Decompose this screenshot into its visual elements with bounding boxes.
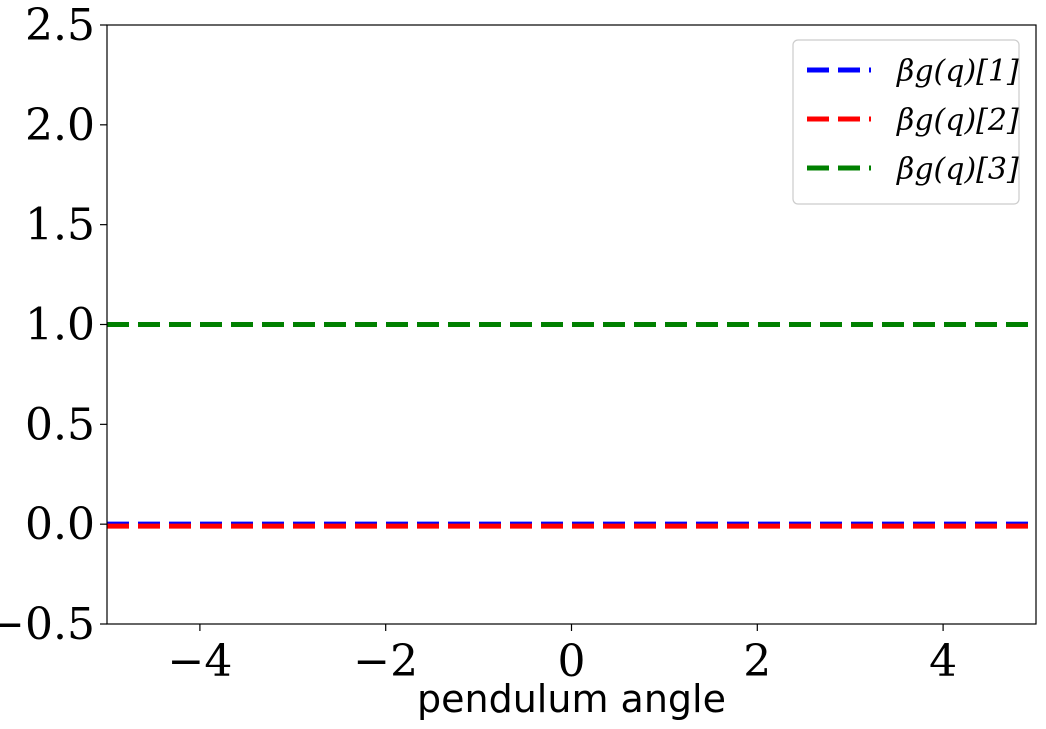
x-axis-ticks: −4 −2 0 2 4	[167, 624, 957, 687]
legend-box	[792, 39, 1020, 205]
y-axis-ticks: −0.5 0.0 0.5 1.0 1.5 2.0 2.5	[0, 0, 107, 650]
y-tick-label: 0.5	[25, 399, 95, 450]
y-tick-label: −0.5	[0, 599, 95, 650]
x-tick-label: −4	[167, 636, 232, 687]
x-tick-label: 0	[558, 636, 586, 687]
x-axis-label: pendulum angle	[417, 677, 726, 721]
legend: βg(q)[1] βg(q)[2] βg(q)[3]	[792, 39, 1020, 205]
y-tick-label: 1.0	[25, 300, 95, 351]
x-tick-label: 4	[929, 636, 957, 687]
legend-label: βg(q)[2]	[896, 103, 1019, 138]
x-tick-label: −2	[353, 636, 418, 687]
y-tick-label: 0.0	[25, 499, 95, 550]
y-tick-label: 2.0	[25, 100, 95, 151]
y-tick-label: 2.5	[25, 0, 95, 51]
plot-lines	[107, 322, 1036, 529]
y-tick-label: 1.5	[25, 200, 95, 251]
legend-label: βg(q)[3]	[896, 152, 1019, 187]
legend-label: βg(q)[1]	[896, 54, 1019, 89]
x-tick-label: 2	[743, 636, 771, 687]
